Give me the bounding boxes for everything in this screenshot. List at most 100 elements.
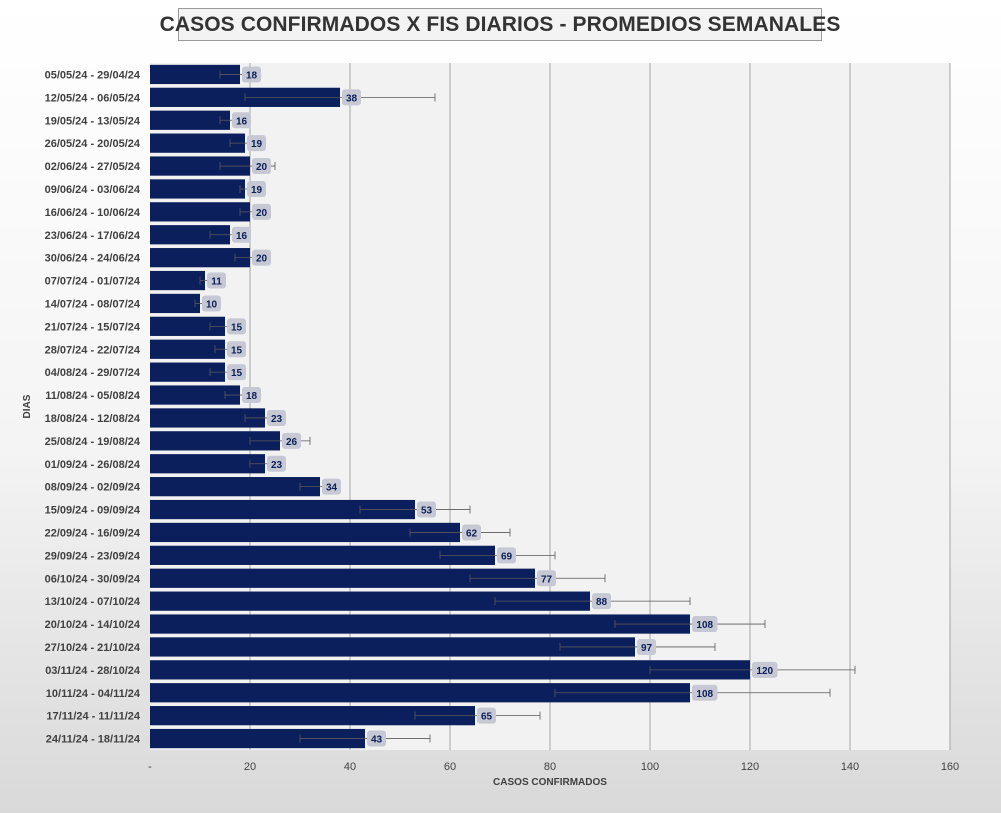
data-label: 20 (256, 254, 268, 265)
category-label: 24/11/24 - 18/11/24 (46, 734, 141, 746)
data-label: 88 (596, 597, 608, 608)
data-label-bg (692, 684, 718, 701)
data-label: 26 (286, 437, 298, 448)
data-label-bg (252, 158, 271, 175)
data-label-bg (252, 249, 271, 266)
data-label: 120 (756, 666, 773, 677)
bar (150, 225, 230, 245)
category-label: 05/05/24 - 29/04/24 (45, 69, 141, 81)
bar (150, 522, 460, 543)
bar (150, 248, 250, 268)
category-label: 08/09/24 - 02/09/24 (45, 482, 141, 494)
data-label: 20 (256, 162, 268, 173)
category-label: 02/06/24 - 27/05/24 (45, 161, 141, 173)
x-tick-label: 60 (444, 761, 456, 773)
chart-title: CASOS CONFIRMADOS X FIS DIARIOS - PROMED… (159, 12, 841, 36)
data-label-bg (462, 524, 481, 541)
category-label: 13/10/24 - 07/10/24 (45, 596, 141, 608)
x-tick-label: 40 (344, 761, 356, 773)
category-label: 25/08/24 - 19/08/24 (45, 436, 141, 448)
data-label-bg (232, 226, 251, 243)
category-label: 26/05/24 - 20/05/24 (45, 138, 141, 150)
data-label-bg (282, 432, 301, 449)
x-tick-label: 20 (244, 761, 256, 773)
data-label: 10 (206, 299, 218, 310)
data-label-bg (242, 387, 261, 404)
category-label: 06/10/24 - 30/09/24 (45, 573, 141, 585)
data-label: 18 (246, 391, 258, 402)
category-label: 23/06/24 - 17/06/24 (45, 230, 141, 242)
bar (150, 339, 225, 359)
category-label: 14/07/24 - 08/07/24 (45, 298, 141, 310)
data-label-bg (227, 341, 246, 358)
bar (150, 179, 245, 199)
bar (150, 660, 750, 680)
data-label-bg (342, 89, 361, 106)
category-label: 22/09/24 - 16/09/24 (45, 527, 141, 539)
data-label: 18 (246, 70, 258, 81)
data-label-bg (247, 180, 266, 197)
bar (150, 637, 635, 657)
x-tick-label: 120 (741, 761, 759, 773)
data-label: 108 (696, 620, 713, 631)
data-label: 65 (481, 712, 493, 723)
bar (150, 477, 320, 497)
data-label-bg (207, 272, 226, 289)
data-label-bg (252, 203, 271, 220)
bars-group (150, 64, 750, 749)
category-label: 01/09/24 - 26/08/24 (45, 459, 141, 471)
bar (150, 110, 230, 130)
category-label: 29/09/24 - 23/09/24 (45, 550, 141, 562)
data-label: 69 (501, 551, 513, 562)
category-label: 03/11/24 - 28/10/24 (45, 665, 141, 677)
data-label-bg (267, 455, 286, 472)
x-tick-label: 160 (941, 761, 959, 773)
data-label: 15 (231, 368, 243, 379)
data-label: 108 (696, 689, 713, 700)
chart-title-box: CASOS CONFIRMADOS X FIS DIARIOS - PROMED… (160, 8, 840, 41)
data-label: 19 (251, 185, 263, 196)
data-label: 16 (236, 231, 248, 242)
data-label: 15 (231, 322, 243, 333)
category-label: 21/07/24 - 15/07/24 (45, 321, 141, 333)
data-label: 38 (346, 93, 358, 104)
data-label: 97 (641, 643, 653, 654)
bar (150, 385, 240, 405)
bar (150, 706, 475, 726)
bar (150, 545, 495, 565)
bar (150, 728, 365, 749)
data-label-bg (537, 570, 556, 587)
category-label: 09/06/24 - 03/06/24 (45, 184, 141, 196)
data-label-bg (247, 135, 266, 152)
bar (150, 568, 535, 588)
bar (150, 362, 225, 382)
data-label: 53 (421, 506, 433, 517)
category-label: 20/10/24 - 14/10/24 (45, 619, 141, 631)
data-label-bg (752, 661, 778, 678)
data-label-bg (322, 478, 341, 495)
bar (150, 614, 690, 634)
data-label: 43 (371, 735, 383, 746)
category-label: 10/11/24 - 04/11/24 (46, 688, 141, 700)
bar (150, 293, 200, 314)
category-label: 04/08/24 - 29/07/24 (45, 367, 141, 379)
data-label: 19 (251, 139, 263, 150)
data-label-bg (227, 364, 246, 381)
category-label: 16/06/24 - 10/06/24 (45, 207, 141, 219)
data-label-bg (267, 409, 286, 426)
x-tick-label: 100 (641, 761, 659, 773)
bar (150, 202, 250, 222)
data-label-bg (637, 638, 656, 655)
x-tick-label: - (148, 761, 152, 773)
data-label-bg (417, 501, 436, 518)
x-tick-label: 140 (841, 761, 859, 773)
data-label: 62 (466, 528, 478, 539)
bar (150, 156, 250, 176)
y-axis-title: DIAS (22, 394, 33, 418)
data-label-bg (497, 547, 516, 564)
category-label: 11/08/24 - 05/08/24 (45, 390, 141, 402)
data-label-bg (242, 66, 261, 83)
category-label: 07/07/24 - 01/07/24 (45, 276, 141, 288)
data-label: 15 (231, 345, 243, 356)
